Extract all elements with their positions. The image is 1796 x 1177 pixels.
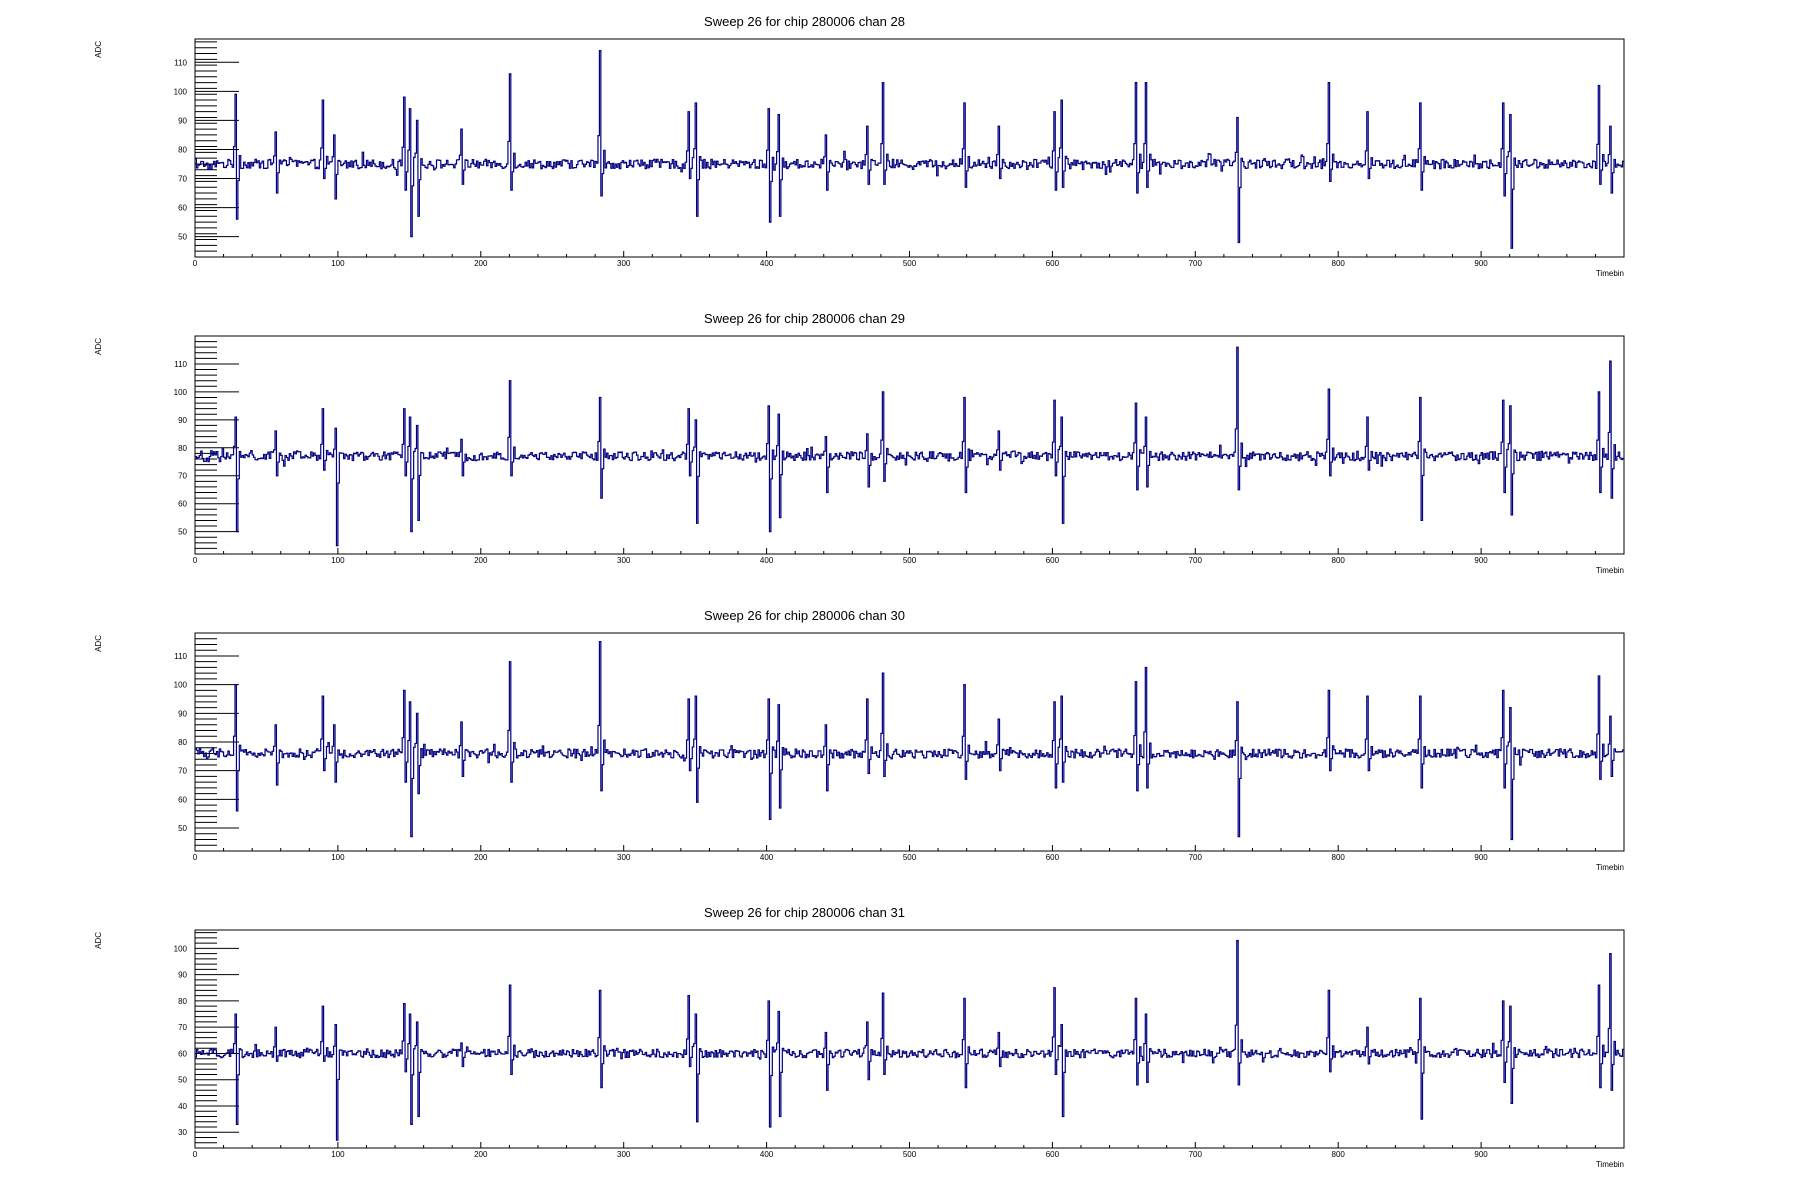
x-tick-label: 600 xyxy=(1046,1150,1060,1159)
y-tick-label: 90 xyxy=(178,416,187,425)
y-tick-label: 110 xyxy=(174,652,187,661)
x-tick-label: 600 xyxy=(1046,259,1060,268)
x-tick-label: 400 xyxy=(760,556,774,565)
x-tick-label: 100 xyxy=(331,556,345,565)
y-axis-label: ADC xyxy=(94,41,103,58)
y-tick-label: 100 xyxy=(174,681,188,690)
chart-title: Sweep 26 for chip 280006 chan 28 xyxy=(704,14,905,29)
adc-series-line xyxy=(195,641,1624,841)
x-tick-label: 100 xyxy=(331,1150,345,1159)
chart-panel: Sweep 26 for chip 280006 chan 31 ADC Timeb… xyxy=(94,905,1625,1169)
y-tick-label: 90 xyxy=(178,709,187,718)
x-tick-label: 300 xyxy=(617,1150,631,1159)
x-tick-label: 700 xyxy=(1189,556,1203,565)
x-tick-label: 200 xyxy=(474,853,488,862)
x-tick-label: 800 xyxy=(1332,259,1346,268)
x-tick-label: 0 xyxy=(193,556,198,565)
chart-panel: Sweep 26 for chip 280006 chan 30 ADC Timeb… xyxy=(94,608,1625,872)
x-tick-label: 300 xyxy=(617,556,631,565)
adc-series-line xyxy=(195,50,1624,249)
x-tick-label: 300 xyxy=(617,853,631,862)
x-tick-label: 600 xyxy=(1046,853,1060,862)
x-tick-label: 500 xyxy=(903,853,917,862)
chart-title: Sweep 26 for chip 280006 chan 31 xyxy=(704,905,905,920)
y-tick-label: 80 xyxy=(178,444,187,453)
y-tick-label: 40 xyxy=(178,1102,187,1111)
x-tick-label: 300 xyxy=(617,259,631,268)
chart-title: Sweep 26 for chip 280006 chan 29 xyxy=(704,311,905,326)
x-tick-label: 900 xyxy=(1474,556,1488,565)
x-tick-label: 800 xyxy=(1332,1150,1346,1159)
y-tick-label: 70 xyxy=(178,1023,187,1032)
y-axis-label: ADC xyxy=(94,338,103,355)
chart-panel: Sweep 26 for chip 280006 chan 29 ADC Timeb… xyxy=(94,311,1625,575)
y-tick-label: 50 xyxy=(178,824,187,833)
x-tick-label: 100 xyxy=(331,259,345,268)
x-axis-label: Timebin xyxy=(1596,1160,1624,1169)
y-tick-label: 110 xyxy=(174,360,187,369)
x-tick-label: 200 xyxy=(474,556,488,565)
y-tick-label: 50 xyxy=(178,1076,187,1085)
x-tick-label: 900 xyxy=(1474,1150,1488,1159)
y-tick-label: 30 xyxy=(178,1128,187,1137)
x-tick-label: 700 xyxy=(1189,1150,1203,1159)
x-tick-label: 200 xyxy=(474,1150,488,1159)
y-tick-label: 90 xyxy=(178,116,187,125)
y-tick-label: 80 xyxy=(178,738,187,747)
x-tick-label: 100 xyxy=(331,853,345,862)
y-axis-label: ADC xyxy=(94,635,103,652)
y-axis-label: ADC xyxy=(94,932,103,949)
y-tick-label: 50 xyxy=(178,233,187,242)
y-tick-label: 90 xyxy=(178,971,187,980)
x-tick-label: 500 xyxy=(903,1150,917,1159)
y-tick-label: 70 xyxy=(178,767,187,776)
x-tick-label: 200 xyxy=(474,259,488,268)
y-tick-label: 100 xyxy=(174,944,188,953)
x-tick-label: 400 xyxy=(760,259,774,268)
y-tick-label: 50 xyxy=(178,528,187,537)
chart-panel: Sweep 26 for chip 280006 chan 28 ADC Timeb… xyxy=(94,14,1625,278)
y-tick-label: 100 xyxy=(174,87,188,96)
adc-series-line xyxy=(195,346,1624,547)
y-tick-label: 70 xyxy=(178,472,187,481)
chart-title: Sweep 26 for chip 280006 chan 30 xyxy=(704,608,905,623)
y-tick-label: 60 xyxy=(178,500,187,509)
x-tick-label: 500 xyxy=(903,556,917,565)
x-tick-label: 400 xyxy=(760,853,774,862)
x-tick-label: 600 xyxy=(1046,556,1060,565)
x-axis-label: Timebin xyxy=(1596,269,1624,278)
x-axis-label: Timebin xyxy=(1596,863,1624,872)
x-tick-label: 500 xyxy=(903,259,917,268)
x-tick-label: 900 xyxy=(1474,853,1488,862)
y-tick-label: 60 xyxy=(178,204,187,213)
x-tick-label: 900 xyxy=(1474,259,1488,268)
adc-series-line xyxy=(195,939,1624,1141)
y-tick-label: 100 xyxy=(174,388,188,397)
plot-frame xyxy=(194,632,1625,852)
y-tick-label: 70 xyxy=(178,175,187,184)
y-tick-label: 80 xyxy=(178,145,187,154)
x-tick-label: 800 xyxy=(1332,853,1346,862)
x-tick-label: 700 xyxy=(1189,853,1203,862)
y-tick-label: 110 xyxy=(174,58,187,67)
x-tick-label: 400 xyxy=(760,1150,774,1159)
y-tick-label: 60 xyxy=(178,795,187,804)
x-tick-label: 700 xyxy=(1189,259,1203,268)
x-tick-label: 0 xyxy=(193,853,198,862)
x-tick-label: 0 xyxy=(193,1150,198,1159)
y-tick-label: 60 xyxy=(178,1049,187,1058)
x-tick-label: 800 xyxy=(1332,556,1346,565)
x-tick-label: 0 xyxy=(193,259,198,268)
y-tick-label: 80 xyxy=(178,997,187,1006)
x-axis-label: Timebin xyxy=(1596,566,1624,575)
